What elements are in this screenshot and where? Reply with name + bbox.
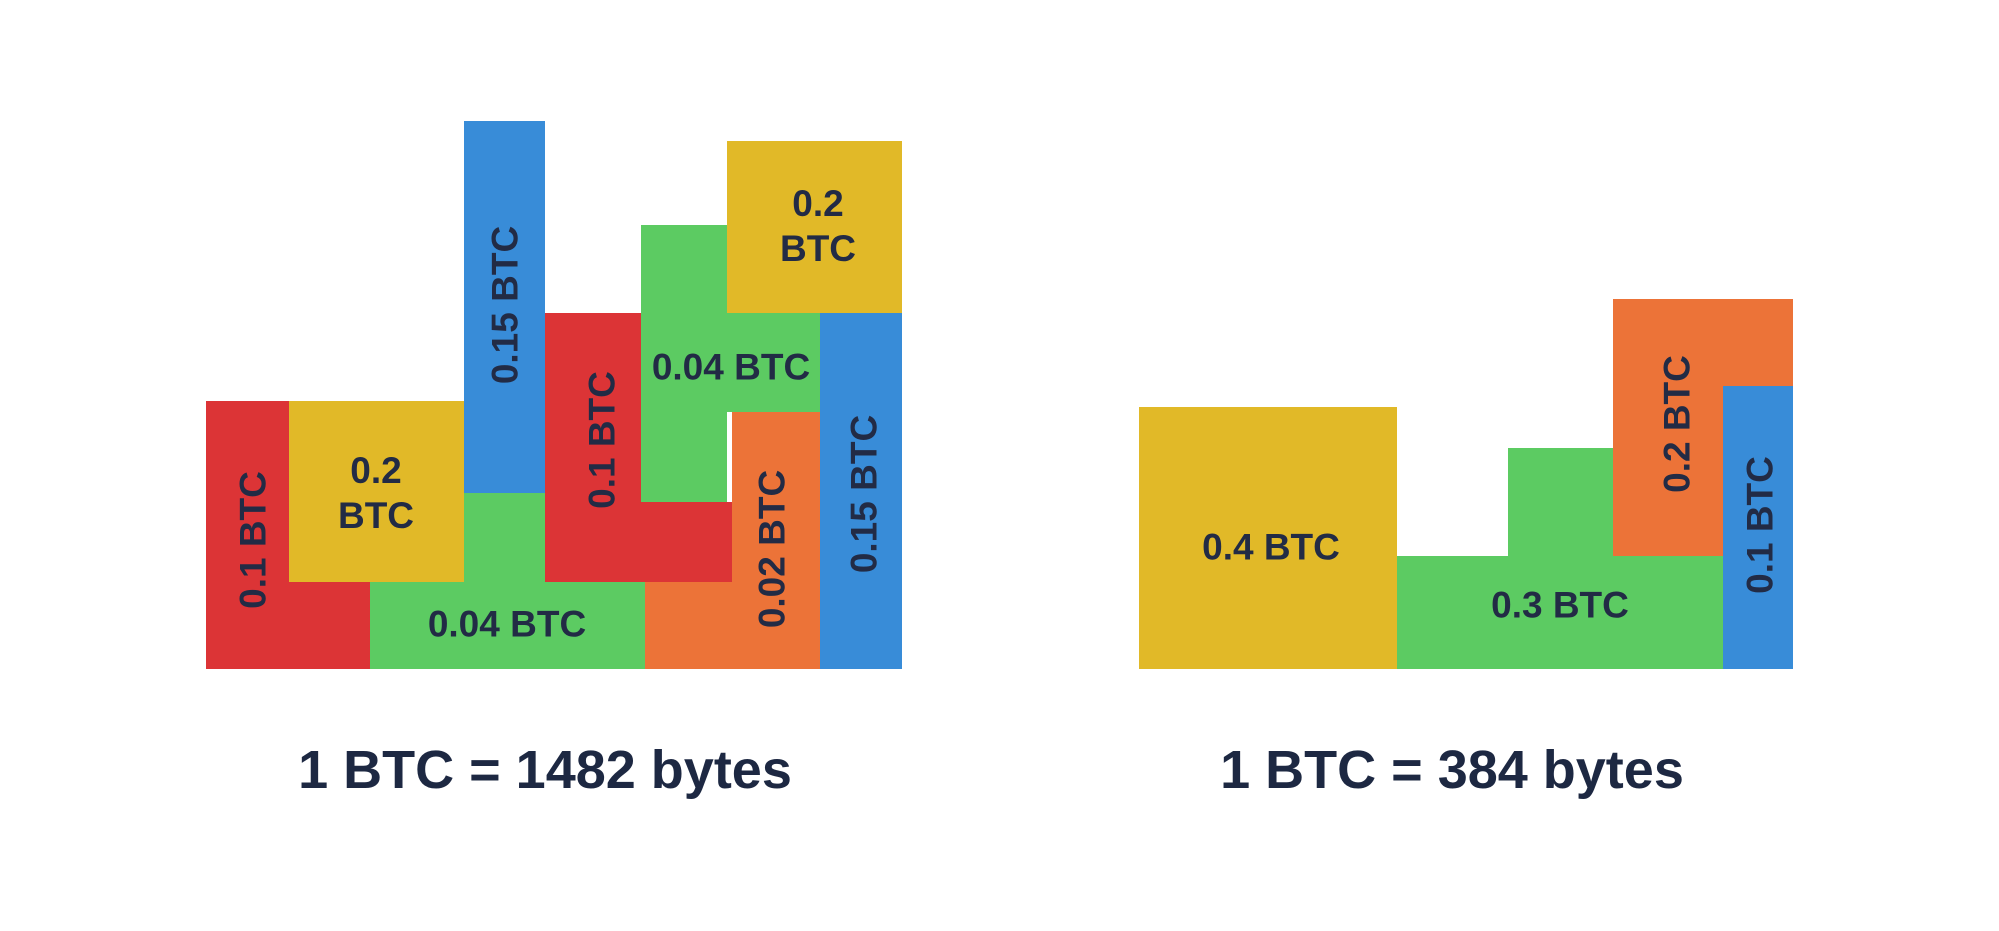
orange-utxo-label: 0.2 BTC [1656,355,1698,493]
orange-utxo-label-a: 0.02 BTC [751,469,793,629]
blue-utxo-block-b [820,313,902,669]
yellow-utxo-label-b-line2: BTC [779,228,857,269]
yellow-utxo-block [1139,407,1397,669]
blue-utxo-label-b: 0.15 BTC [843,414,885,574]
green-utxo-label: 0.3 BTC [1491,584,1629,626]
red-utxo-block-a-foot [206,582,370,669]
blue-utxo-block-a [464,121,545,493]
yellow-utxo-label: 0.4 BTC [1202,526,1340,568]
left-caption: 1 BTC = 1482 bytes [298,740,792,800]
orange-utxo-block-a [732,412,820,669]
green-utxo-block-top [1508,448,1613,556]
orange-utxo-block-a-foot [645,582,732,669]
red-utxo-block-b [545,313,641,582]
yellow-utxo-label-b: 0.2 BTC [780,181,856,271]
green-utxo-block [1397,556,1723,669]
blue-utxo-label-a: 0.15 BTC [484,225,526,385]
blue-utxo-block [1723,386,1793,669]
orange-utxo-block-right [1723,299,1793,386]
red-utxo-label-b: 0.1 BTC [581,371,623,509]
red-utxo-label-a: 0.1 BTC [232,471,274,609]
yellow-utxo-label-a: 0.2 BTC [338,448,414,538]
right-caption: 1 BTC = 384 bytes [1220,740,1684,800]
yellow-utxo-block-b [727,141,902,313]
red-utxo-block-b-foot [641,502,732,582]
yellow-utxo-label-a-line1: 0.2 [350,450,402,491]
green-utxo-block-b [370,582,645,669]
yellow-utxo-label-b-line1: 0.2 [792,183,844,224]
green-utxo-block-b-top [464,493,545,582]
green-utxo-block-a-right [727,313,820,412]
yellow-utxo-label-a-line2: BTC [337,495,415,536]
orange-utxo-block [1613,299,1723,556]
green-utxo-label-a: 0.04 BTC [651,346,811,388]
green-utxo-block-a [641,225,727,502]
green-utxo-label-b: 0.04 BTC [427,603,587,645]
blue-utxo-label: 0.1 BTC [1739,456,1781,594]
yellow-utxo-block-a [289,401,464,582]
